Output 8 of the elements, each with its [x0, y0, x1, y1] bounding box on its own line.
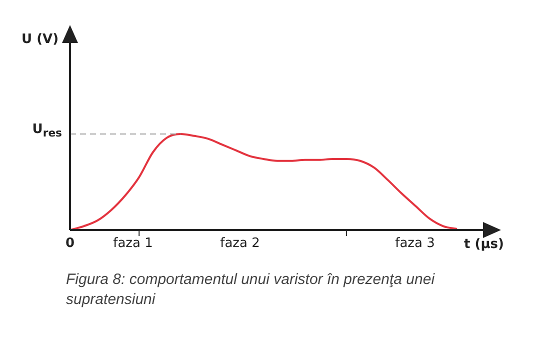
text: faza 1 — [113, 236, 153, 251]
text: faza 3 — [395, 236, 435, 251]
text: 0 — [65, 236, 75, 251]
text: Figura 8: comportamentul unui varistor în prezenţa unei supratensiuni — [66, 270, 436, 310]
ref-line-label: U$_{res}$ — [32, 122, 62, 140]
text: U (V) — [21, 32, 59, 47]
x-axis-title: t (μs) — [464, 237, 504, 252]
text: faza 2 — [220, 236, 260, 251]
